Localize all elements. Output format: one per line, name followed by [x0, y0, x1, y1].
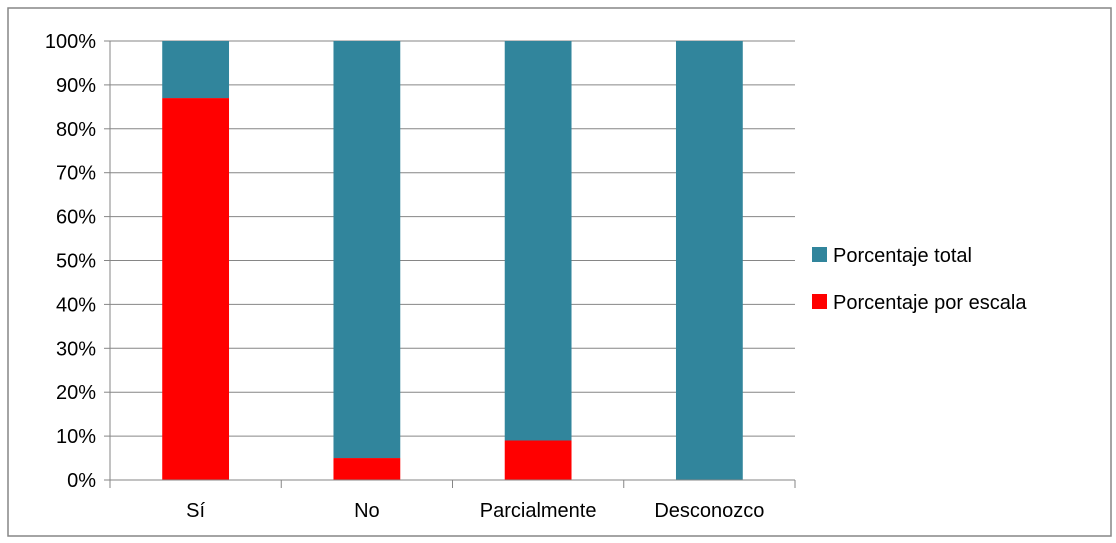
- axes: 0% 10% 20% 30% 40% 50% 60% 70% 80% 90% 100% Sí No Par…: [45, 31, 796, 522]
- bar-segment: [675, 41, 743, 480]
- x-tick-label: Parcialmente: [480, 500, 597, 522]
- y-tick-label: 0%: [67, 470, 96, 492]
- bar-segment: [162, 98, 230, 480]
- legend-label: Porcentaje por escala: [833, 292, 1027, 314]
- bars: [162, 41, 743, 480]
- y-tick-label: 20%: [56, 382, 96, 404]
- legend-label: Porcentaje total: [833, 245, 972, 267]
- x-tick-label: Sí: [186, 500, 205, 522]
- legend-swatch: [812, 247, 827, 262]
- y-tick-label: 80%: [56, 119, 96, 141]
- y-tick-label: 70%: [56, 163, 96, 185]
- bar-segment: [333, 458, 401, 480]
- x-tick-label: No: [354, 500, 380, 522]
- bar-segment: [162, 41, 230, 99]
- bar-segment: [504, 440, 572, 480]
- y-tick-label: 90%: [56, 75, 96, 97]
- y-tick-label: 60%: [56, 207, 96, 229]
- y-tick-label: 50%: [56, 251, 96, 273]
- legend-swatch: [812, 294, 827, 309]
- y-tick-label: 40%: [56, 294, 96, 316]
- bar-segment: [333, 41, 401, 459]
- y-tick-label: 10%: [56, 426, 96, 448]
- y-tick-label: 100%: [45, 31, 96, 53]
- x-tick-label: Desconozco: [654, 500, 764, 522]
- y-tick-label: 30%: [56, 338, 96, 360]
- bar-segment: [504, 41, 572, 441]
- legend: Porcentaje total Porcentaje por escala: [812, 245, 1027, 314]
